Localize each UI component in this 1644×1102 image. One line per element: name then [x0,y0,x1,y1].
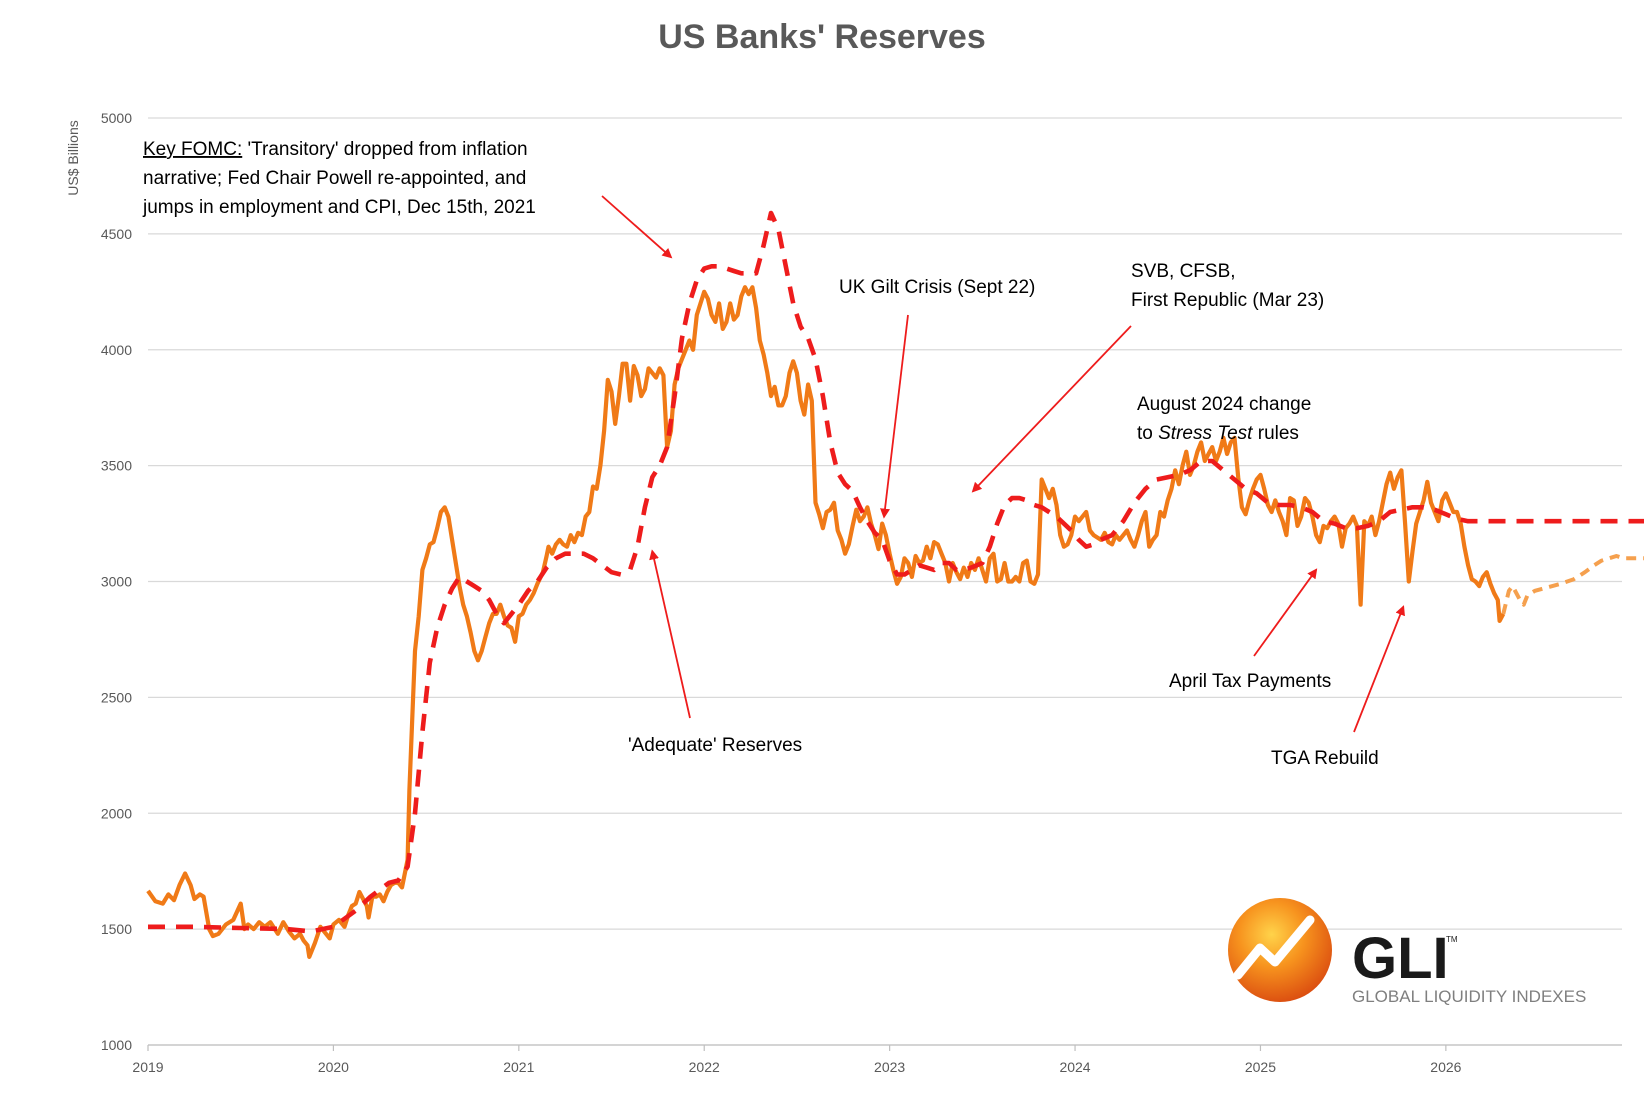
x-tick-label-2019: 2019 [132,1059,163,1075]
annotation-2-line-0: SVB, CFSB, [1131,261,1236,282]
y-tick-label-2000: 2000 [101,805,132,821]
chart-title: US Banks' Reserves [658,18,986,56]
annotation-arrow-6 [1353,605,1405,733]
annotation-arrow-5 [1253,568,1318,657]
logo-name: GLI [1352,926,1449,991]
y-tick-label-3000: 3000 [101,574,132,590]
x-tick-label-2026: 2026 [1430,1059,1461,1075]
annotation-arrow-4 [649,549,691,719]
x-tick-label-2023: 2023 [874,1059,905,1075]
y-tick-label-1000: 1000 [101,1037,132,1053]
x-tick-label-2025: 2025 [1245,1059,1276,1075]
annotations: Key FOMC: 'Transitory' dropped from infl… [142,139,1405,769]
annotation-arrow-0 [601,195,673,259]
x-tick-label-2020: 2020 [318,1059,349,1075]
series-line-reserves [146,285,1506,959]
axes: 1000 1500 2000 2500 3000 3500 4000 4500 5000 2019… [101,110,1622,1075]
y-axis-label: US$ Billions [65,120,81,195]
annotation-5-line-0: April Tax Payments [1169,671,1331,692]
annotation-arrow-2 [971,325,1132,493]
annotation-3-line-1: to Stress Test rules [1137,423,1299,444]
logo-trademark: TM [1446,935,1458,944]
annotation-0-line-0: Key FOMC: 'Transitory' dropped from infl… [143,139,528,160]
x-tick-label-2024: 2024 [1059,1059,1090,1075]
grid [148,117,1622,1046]
annotation-4-line-0: 'Adequate' Reserves [628,735,802,756]
y-tick-label-2500: 2500 [101,689,132,705]
series-line-projection [1501,554,1644,615]
series-line--adequate-reserves [148,210,1644,934]
gli-logo: GLI TM GLOBAL LIQUIDITY INDEXES [1228,898,1586,1006]
annotation-2-line-1: First Republic (Mar 23) [1131,290,1324,311]
annotation-1-line-0: UK Gilt Crisis (Sept 22) [839,277,1035,298]
y-tick-label-5000: 5000 [101,110,132,126]
x-tick-label-2021: 2021 [503,1059,534,1075]
y-tick-label-3500: 3500 [101,458,132,474]
annotation-0-line-2: jumps in employment and CPI, Dec 15th, 2… [142,197,536,218]
logo-tagline: GLOBAL LIQUIDITY INDEXES [1352,987,1586,1006]
annotation-6-line-0: TGA Rebuild [1271,748,1379,769]
annotation-0-line-1: narrative; Fed Chair Powell re-appointed… [143,168,526,189]
y-tick-label-1500: 1500 [101,921,132,937]
y-tick-label-4000: 4000 [101,342,132,358]
annotation-arrow-1 [880,314,909,519]
y-tick-label-4500: 4500 [101,226,132,242]
logo-trend-arrow-icon [1233,915,1315,980]
x-tick-label-2022: 2022 [689,1059,720,1075]
annotation-3-line-0: August 2024 change [1137,394,1311,415]
series [146,210,1644,959]
